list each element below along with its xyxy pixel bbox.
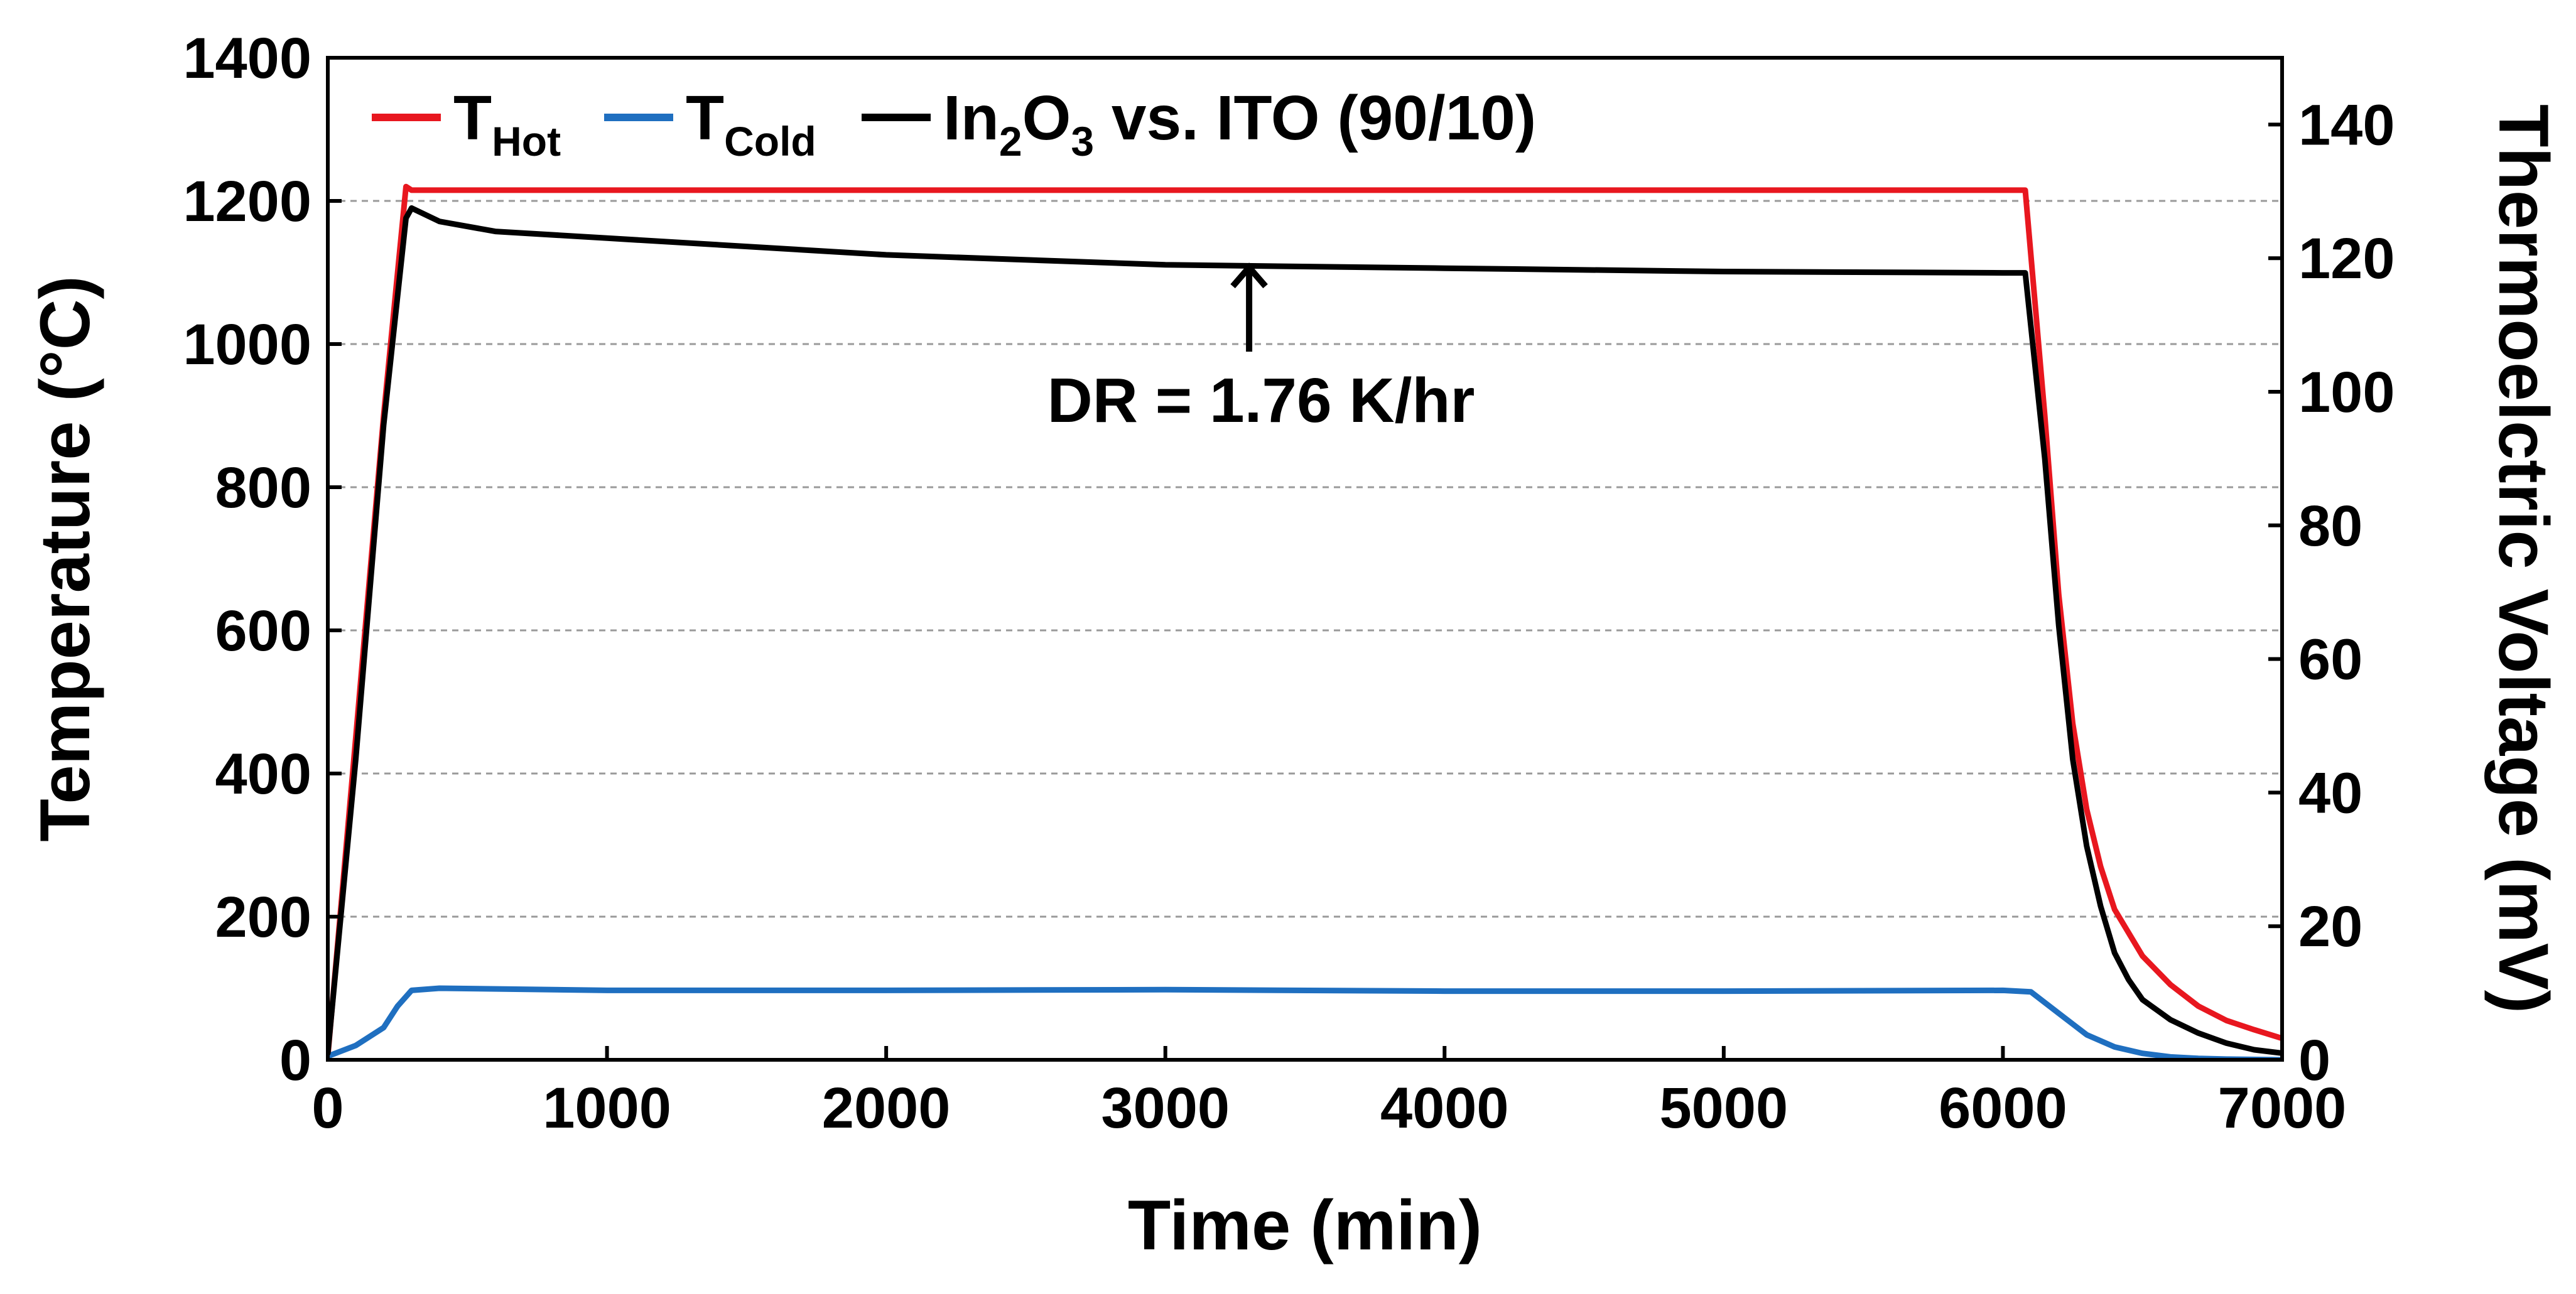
y-tick-label-left: 600 [215,599,312,663]
ticks [326,56,2284,1062]
y-tick-label-right: 60 [2298,628,2362,692]
y-tick-label-left: 1000 [183,313,311,377]
legend-label-in2o3-ito: In2O3 vs. ITO (90/10) [943,83,1536,164]
y-tick-label-left: 0 [279,1028,311,1092]
gridlines [328,200,2282,918]
x-tick-label: 2000 [822,1076,951,1140]
y-tick-label-right: 140 [2298,93,2395,157]
plot-frame [326,56,2284,1062]
tick-labels: 0 1000 2000 3000 4000 5000 6000 700002004006008… [183,26,2395,1140]
legend-label-t-cold: TCold [686,83,816,164]
x-axis-label: Time (min) [1128,1186,1482,1264]
annotation-dr: DR = 1.76 K/hr [1047,262,1475,436]
series-line-t-hot [328,183,2282,1059]
y-tick-label-right: 20 [2298,895,2362,959]
y-tick-label-left: 200 [215,885,312,949]
y-tick-label-right: 40 [2298,761,2362,825]
annotation-arrow-head [1230,262,1268,289]
x-tick-label: 7000 [2218,1076,2347,1140]
x-tick-label: 4000 [1380,1076,1509,1140]
x-tick-label: 6000 [1939,1076,2067,1140]
y-tick-label-right: 80 [2298,494,2362,558]
series-layer [328,183,2282,1060]
y-tick-label-left: 1400 [183,26,311,90]
series-line-in2o3-vs-ito-90-10 [328,205,2282,1056]
y-tick-label-left: 800 [215,456,312,520]
y-tick-label-left: 400 [215,742,312,806]
x-tick-label: 5000 [1660,1076,1789,1140]
y-tick-label-right: 100 [2298,360,2395,424]
x-tick-label: 3000 [1101,1076,1230,1140]
legend: THot TCold In2O3 vs. ITO (90/10) [372,83,1536,164]
x-tick-label: 1000 [543,1076,671,1140]
y-tick-label-right: 120 [2298,227,2395,291]
y-axis-label-right: Thermoelctric Voltage (mV) [2484,104,2563,1013]
y-tick-label-right: 0 [2298,1028,2330,1092]
annotation-dr-text: DR = 1.76 K/hr [1047,365,1475,436]
series-line-t-cold [328,985,2282,1060]
x-tick-label: 0 [311,1076,344,1140]
y-axis-label-left: Temperature (°C) [26,276,104,842]
y-tick-label-left: 1200 [183,170,311,234]
legend-label-t-hot: THot [453,83,561,164]
